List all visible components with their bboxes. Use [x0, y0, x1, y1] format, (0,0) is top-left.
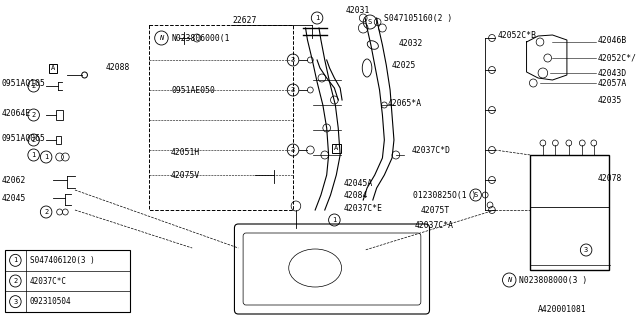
Bar — [149, 25, 293, 210]
Text: 42057A: 42057A — [598, 78, 627, 87]
Text: 2: 2 — [31, 112, 36, 118]
Text: S047105160(2 ): S047105160(2 ) — [385, 13, 452, 22]
Text: 3: 3 — [291, 57, 295, 63]
Text: 0951AQ105: 0951AQ105 — [2, 78, 46, 87]
Text: 42078: 42078 — [598, 173, 622, 182]
Text: 1: 1 — [44, 154, 48, 160]
Text: 01230825O(1 ): 01230825O(1 ) — [413, 190, 477, 199]
Bar — [56, 110, 63, 120]
Text: 42037C*A: 42037C*A — [415, 220, 454, 229]
Text: 42075V: 42075V — [171, 171, 200, 180]
Text: 3: 3 — [584, 247, 588, 253]
Text: 42052C*B: 42052C*B — [498, 30, 537, 39]
Text: 42046B: 42046B — [598, 36, 627, 44]
Text: 0951AQ065: 0951AQ065 — [2, 133, 46, 142]
Text: 42062: 42062 — [2, 175, 26, 185]
Text: N: N — [507, 277, 511, 283]
Text: 42084: 42084 — [344, 190, 369, 199]
Bar — [332, 143, 340, 153]
Text: A: A — [51, 65, 55, 71]
Text: 42051H: 42051H — [171, 148, 200, 156]
Bar — [531, 155, 609, 270]
Text: 42052C*/: 42052C*/ — [598, 53, 637, 62]
Text: N: N — [159, 35, 164, 41]
Text: 1: 1 — [31, 152, 36, 158]
Text: S047406120(3 ): S047406120(3 ) — [30, 256, 95, 265]
Text: 42064E: 42064E — [2, 108, 31, 117]
Text: 42037C*E: 42037C*E — [344, 204, 383, 212]
Text: 42037C*C: 42037C*C — [30, 276, 67, 285]
Text: 42032: 42032 — [399, 38, 423, 47]
Text: 42045: 42045 — [2, 194, 26, 203]
Text: 3: 3 — [291, 147, 295, 153]
Text: S: S — [368, 19, 372, 25]
Text: 1: 1 — [315, 15, 319, 21]
Text: 3: 3 — [13, 299, 17, 305]
Text: S: S — [474, 192, 477, 198]
Text: 42045A: 42045A — [344, 179, 373, 188]
Text: 42037C*D: 42037C*D — [412, 146, 451, 155]
Text: 092310504: 092310504 — [30, 297, 72, 306]
Text: 42031: 42031 — [346, 5, 371, 14]
Text: 42043D: 42043D — [598, 68, 627, 77]
Text: 3: 3 — [291, 87, 295, 93]
Text: N023808000(3 ): N023808000(3 ) — [519, 276, 587, 284]
Bar — [49, 63, 57, 73]
Text: 42025: 42025 — [392, 60, 417, 69]
Text: 2: 2 — [13, 278, 17, 284]
Text: 42088: 42088 — [106, 62, 130, 71]
Text: 2: 2 — [44, 209, 48, 215]
Text: 1: 1 — [13, 257, 17, 263]
Text: 0951AE050: 0951AE050 — [171, 85, 215, 94]
Text: 1: 1 — [332, 217, 337, 223]
Text: A420001081: A420001081 — [538, 306, 587, 315]
Text: 42075T: 42075T — [421, 205, 450, 214]
Text: 42035: 42035 — [598, 95, 622, 105]
Text: 2: 2 — [31, 137, 36, 143]
Text: 42065*A: 42065*A — [387, 99, 421, 108]
Text: N023806000(1: N023806000(1 — [171, 34, 230, 43]
Text: A: A — [334, 145, 339, 151]
Bar — [5, 250, 130, 312]
Bar — [56, 136, 61, 144]
Text: 22627: 22627 — [232, 15, 257, 25]
Text: 2: 2 — [31, 83, 36, 89]
